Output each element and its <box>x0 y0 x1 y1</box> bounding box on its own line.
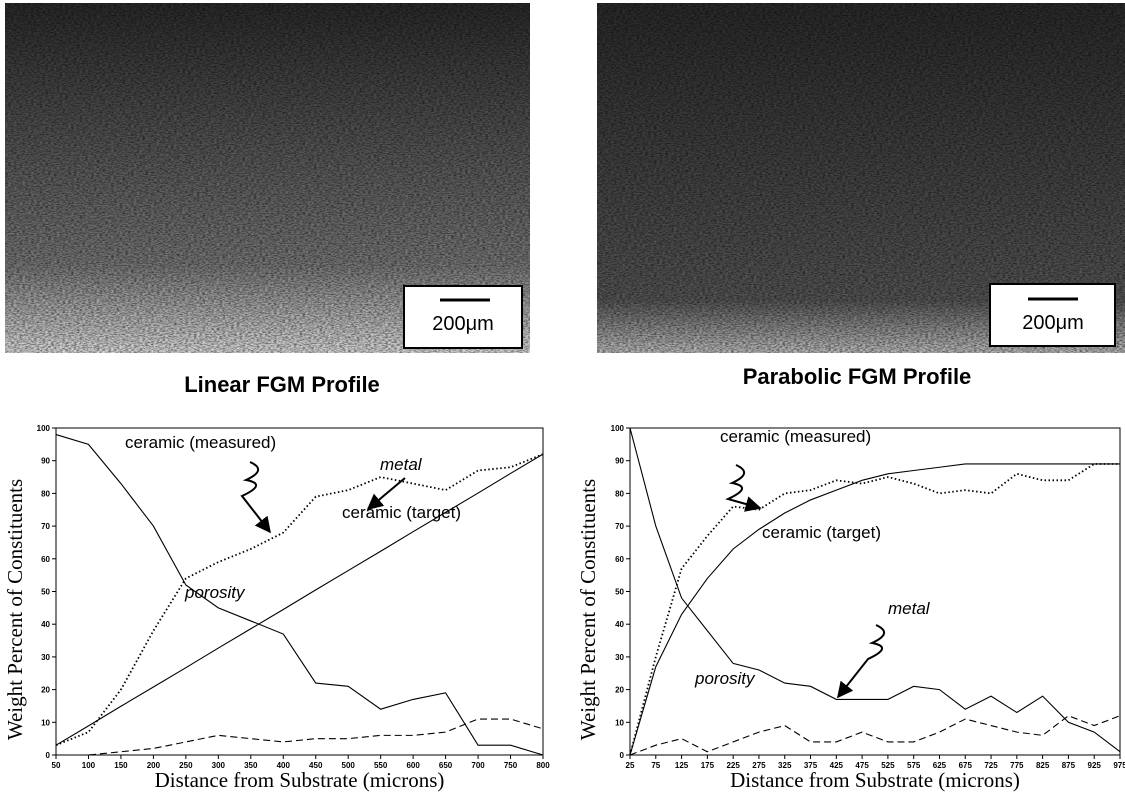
chart-title: Linear FGM Profile <box>184 372 380 397</box>
micrograph-right: 200μm <box>597 3 1125 353</box>
x-tick-label: 525 <box>881 761 895 770</box>
x-tick-label: 400 <box>277 761 291 770</box>
x-tick-label: 775 <box>1010 761 1024 770</box>
series-line <box>629 463 1120 756</box>
x-tick-label: 425 <box>830 761 844 770</box>
y-tick-label: 50 <box>615 588 624 597</box>
y-tick-label: 40 <box>41 620 50 629</box>
x-tick-label: 925 <box>1088 761 1102 770</box>
series-label: ceramic (target) <box>342 503 461 522</box>
y-tick-label: 90 <box>41 457 50 466</box>
annotation-arrow <box>725 464 762 512</box>
series-line <box>629 715 1121 756</box>
x-tick-label: 100 <box>82 761 96 770</box>
series-label: ceramic (target) <box>762 523 881 542</box>
x-tick-label: 225 <box>726 761 740 770</box>
annotation-arrow <box>366 477 406 511</box>
y-tick-label: 0 <box>46 751 51 760</box>
y-axis-label: Weight Percent of Constituents <box>576 479 600 740</box>
x-tick-label: 625 <box>933 761 947 770</box>
x-tick-label: 175 <box>701 761 715 770</box>
series-line <box>55 434 544 756</box>
x-tick-label: 700 <box>471 761 485 770</box>
y-tick-label: 80 <box>41 489 50 498</box>
y-tick-label: 20 <box>41 686 50 695</box>
y-tick-label: 90 <box>615 457 624 466</box>
x-tick-label: 600 <box>406 761 420 770</box>
scale-label: 200μm <box>432 313 494 335</box>
y-axis-label: Weight Percent of Constituents <box>3 479 27 740</box>
x-tick-label: 375 <box>804 761 818 770</box>
x-tick-label: 450 <box>309 761 323 770</box>
x-tick-label: 875 <box>1062 761 1076 770</box>
y-tick-label: 10 <box>615 718 624 727</box>
y-tick-label: 30 <box>615 653 624 662</box>
y-tick-label: 50 <box>41 588 50 597</box>
x-axis-label: Distance from Substrate (microns) <box>730 768 1020 792</box>
y-tick-label: 70 <box>615 522 624 531</box>
micrograph-left: 200μm <box>5 3 530 353</box>
x-tick-label: 725 <box>984 761 998 770</box>
x-tick-label: 150 <box>114 761 128 770</box>
x-tick-label: 300 <box>212 761 226 770</box>
y-tick-label: 80 <box>615 489 624 498</box>
x-tick-label: 350 <box>244 761 258 770</box>
y-tick-label: 100 <box>37 424 51 433</box>
x-tick-label: 275 <box>752 761 766 770</box>
annotation-arrow <box>240 461 271 534</box>
x-tick-label: 325 <box>778 761 792 770</box>
chart: Parabolic FGM Profile 0 10 20 30 40 50 60 70 80 90… <box>576 364 1125 792</box>
annotation-arrow <box>837 624 885 699</box>
x-tick-label: 575 <box>907 761 921 770</box>
series-label: ceramic (measured) <box>125 433 276 452</box>
y-tick-label: 10 <box>41 718 50 727</box>
x-tick-label: 550 <box>374 761 388 770</box>
x-axis-label: Distance from Substrate (microns) <box>155 768 445 792</box>
x-tick-label: 750 <box>504 761 518 770</box>
plot-frame <box>55 427 544 756</box>
y-tick-label: 40 <box>615 620 624 629</box>
series-line <box>55 453 544 747</box>
y-tick-label: 60 <box>41 555 50 564</box>
y-tick-label: 30 <box>41 653 50 662</box>
series-line <box>56 718 544 756</box>
x-tick-label: 250 <box>179 761 193 770</box>
series-label: porosity <box>694 669 756 688</box>
scale-label: 200μm <box>1022 312 1084 334</box>
y-tick-label: 60 <box>615 555 624 564</box>
series-label: ceramic (measured) <box>720 427 871 446</box>
x-tick-label: 25 <box>626 761 635 770</box>
x-tick-label: 675 <box>959 761 973 770</box>
y-tick-label: 70 <box>41 522 50 531</box>
series-line <box>55 453 544 746</box>
x-tick-label: 650 <box>439 761 453 770</box>
series-line <box>629 427 1121 753</box>
series-label: porosity <box>184 583 246 602</box>
series-line <box>629 463 1120 756</box>
y-tick-label: 20 <box>615 686 624 695</box>
x-tick-label: 50 <box>52 761 61 770</box>
x-tick-label: 825 <box>1036 761 1050 770</box>
chart: Linear FGM Profile 0 10 20 30 40 50 60 70 80 90 100… <box>3 372 550 792</box>
chart-title: Parabolic FGM Profile <box>743 364 972 389</box>
x-tick-label: 500 <box>342 761 356 770</box>
x-tick-label: 125 <box>675 761 689 770</box>
x-tick-label: 75 <box>651 761 660 770</box>
x-tick-label: 200 <box>147 761 161 770</box>
y-tick-label: 100 <box>611 424 625 433</box>
series-label: metal <box>888 599 931 618</box>
x-tick-label: 975 <box>1113 761 1125 770</box>
y-tick-label: 0 <box>620 751 625 760</box>
x-tick-label: 800 <box>536 761 550 770</box>
series-label: metal <box>380 455 423 474</box>
x-tick-label: 475 <box>855 761 869 770</box>
